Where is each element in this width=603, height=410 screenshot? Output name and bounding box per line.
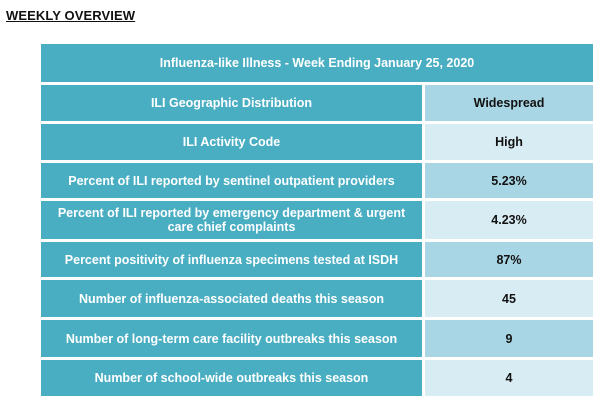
row-label: Percent of ILI reported by sentinel outp… <box>41 163 425 198</box>
row-label: Number of long-term care facility outbre… <box>41 320 425 357</box>
row-value: High <box>425 124 593 160</box>
table-row: Number of long-term care facility outbre… <box>41 320 593 360</box>
row-label: ILI Activity Code <box>41 124 425 160</box>
table-row: Percent of ILI reported by emergency dep… <box>41 201 593 242</box>
row-value: 4.23% <box>425 201 593 239</box>
row-value: 87% <box>425 242 593 277</box>
row-label: Percent positivity of influenza specimen… <box>41 242 425 277</box>
table-row: ILI Geographic Distribution Widespread <box>41 85 593 124</box>
row-label: Percent of ILI reported by emergency dep… <box>41 201 425 239</box>
row-value: 45 <box>425 280 593 317</box>
table-row: Percent of ILI reported by sentinel outp… <box>41 163 593 201</box>
row-label: ILI Geographic Distribution <box>41 85 425 121</box>
table-row: Percent positivity of influenza specimen… <box>41 242 593 280</box>
table-row: ILI Activity Code High <box>41 124 593 163</box>
page-heading: WEEKLY OVERVIEW <box>6 8 136 23</box>
row-value: Widespread <box>425 85 593 121</box>
table-row: Number of school-wide outbreaks this sea… <box>41 360 593 396</box>
table-row: Number of influenza-associated deaths th… <box>41 280 593 320</box>
row-value: 9 <box>425 320 593 357</box>
row-label: Number of school-wide outbreaks this sea… <box>41 360 425 396</box>
weekly-overview-table: Influenza-like Illness - Week Ending Jan… <box>41 44 593 396</box>
row-label: Number of influenza-associated deaths th… <box>41 280 425 317</box>
row-value: 5.23% <box>425 163 593 198</box>
table-title: Influenza-like Illness - Week Ending Jan… <box>41 44 593 85</box>
row-value: 4 <box>425 360 593 396</box>
